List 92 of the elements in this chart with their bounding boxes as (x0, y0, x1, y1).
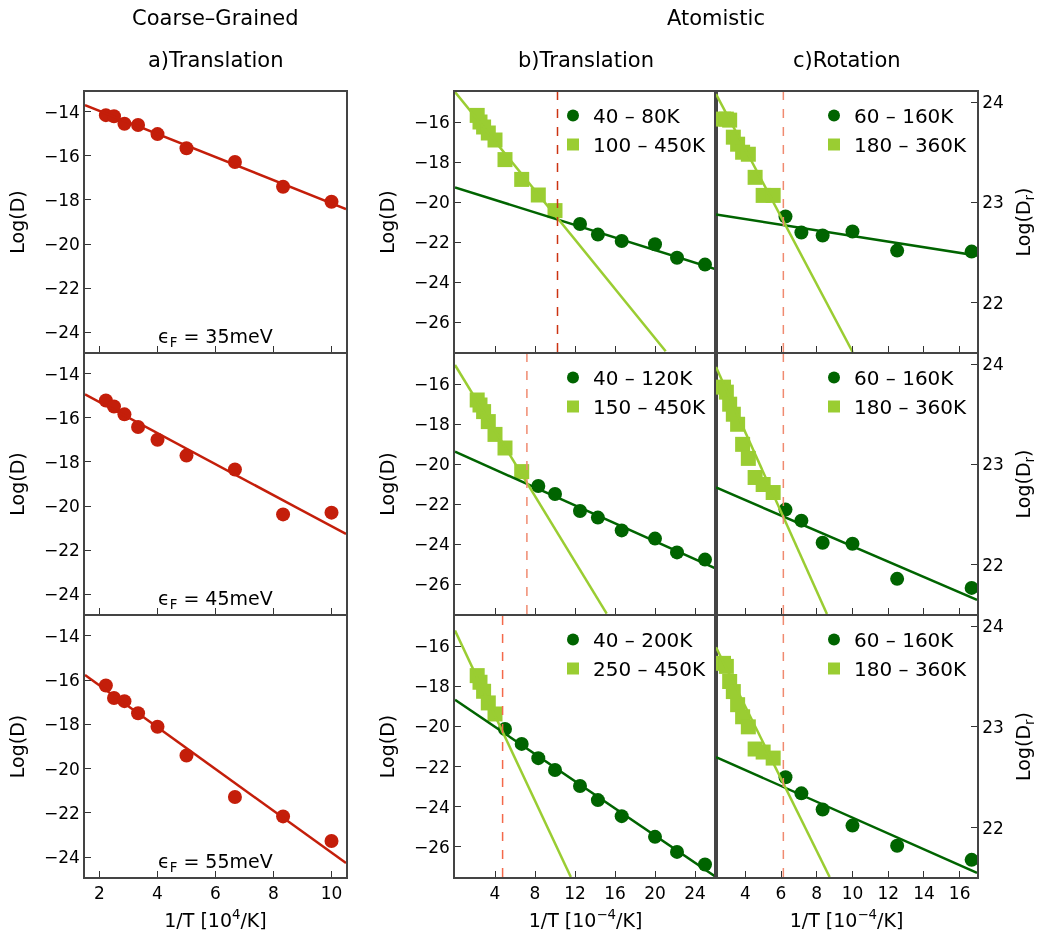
y-tick-label: −20 (43, 495, 80, 516)
y-axis-title: Log(D) (6, 190, 29, 254)
y2-tick-label: 22 (982, 292, 1004, 313)
x-tick-label: 8 (529, 883, 541, 904)
y-tick-label: −20 (413, 716, 450, 737)
y-tick-label: −18 (43, 714, 80, 735)
x-tick-label: 10 (320, 883, 343, 904)
x-tick-label: 2 (94, 883, 105, 904)
y-tick-label: −22 (413, 756, 450, 777)
x-tick-label: 12 (877, 883, 900, 904)
legend-label: 180 – 360K (854, 395, 968, 420)
legend-label: 250 – 450K (593, 657, 707, 682)
x-axis-title: 1/T [10$^{−4}$/K] (528, 907, 643, 932)
legend-label: 40 – 200K (593, 628, 694, 653)
y-tick-label: −20 (413, 453, 450, 474)
y-tick-label: −24 (43, 847, 80, 868)
legend-label: 180 – 360K (854, 133, 968, 158)
y-tick-label: −18 (413, 151, 450, 172)
y2-tick-label: 22 (982, 817, 1004, 838)
y-tick-label: −26 (413, 311, 450, 332)
annotation: ϵ$_{F}$ = 55meV (158, 850, 273, 875)
y-tick-label: −24 (413, 271, 450, 292)
y-tick-label: −16 (43, 407, 80, 428)
y-tick-label: −16 (43, 145, 80, 166)
y-axis-title: Log(D) (376, 190, 399, 254)
legend-label: 180 – 360K (854, 657, 968, 682)
x-axis-title: 1/T [10$^{−4}$/K] (789, 907, 904, 932)
x-tick-label: 8 (811, 883, 823, 904)
chart-subtitle: b)Translation (518, 48, 654, 72)
y2-tick-label: 23 (982, 716, 1004, 737)
annotation: ϵ$_{F}$ = 35meV (158, 325, 273, 350)
y-tick-label: −26 (413, 836, 450, 857)
y-tick-label: −24 (413, 533, 450, 554)
chart-title: Coarse–Grained (132, 6, 299, 30)
y-tick-label: −18 (43, 189, 80, 210)
y-tick-label: −20 (43, 233, 80, 254)
x-tick-label: 24 (684, 883, 706, 904)
chart-subtitle: c)Rotation (793, 48, 901, 72)
y-tick-label: −18 (43, 451, 80, 472)
y2-tick-label: 23 (982, 454, 1004, 475)
y-tick-label: −24 (43, 322, 80, 343)
x-tick-label: 16 (948, 883, 971, 904)
legend-label: 60 – 160K (854, 366, 955, 391)
x-tick-label: 16 (604, 883, 626, 904)
x-tick-label: 14 (913, 883, 935, 904)
y-tick-label: −18 (413, 413, 450, 434)
y-tick-label: −16 (413, 111, 450, 132)
legend-label: 60 – 160K (854, 104, 955, 129)
chart-title: Atomistic (667, 6, 765, 30)
y-tick-label: −22 (413, 493, 450, 514)
y2-tick-label: 24 (982, 616, 1004, 637)
y2-tick-label: 24 (982, 353, 1004, 374)
y-tick-label: −14 (43, 625, 80, 646)
legend-label: 40 – 80K (593, 104, 681, 129)
y-tick-label: −18 (413, 676, 450, 697)
x-tick-label: 4 (489, 883, 501, 904)
y-tick-label: −26 (413, 573, 450, 594)
y2-tick-label: 22 (982, 554, 1004, 575)
y-axis-title: Log(D) (6, 452, 29, 516)
y-tick-label: −24 (413, 796, 450, 817)
x-tick-label: 4 (152, 883, 163, 904)
y-tick-label: −16 (413, 373, 450, 394)
x-tick-label: 8 (268, 883, 279, 904)
y-tick-label: −20 (43, 758, 80, 779)
y-tick-label: −20 (413, 191, 450, 212)
y-tick-label: −22 (413, 231, 450, 252)
y-tick-label: −24 (43, 584, 80, 605)
chart-subtitle: a)Translation (148, 48, 284, 72)
y-tick-label: −22 (43, 540, 80, 561)
legend-label: 60 – 160K (854, 628, 955, 653)
y2-tick-label: 23 (982, 192, 1004, 213)
legend-label: 100 – 450K (593, 133, 707, 158)
x-tick-label: 10 (841, 883, 864, 904)
x-tick-label: 6 (210, 883, 221, 904)
y-axis-title: Log(D) (376, 452, 399, 516)
y-tick-label: −14 (43, 363, 80, 384)
y-tick-label: −14 (43, 101, 80, 122)
x-tick-label: 12 (564, 883, 586, 904)
y-tick-label: −16 (43, 670, 80, 691)
x-tick-label: 20 (644, 883, 666, 904)
annotation: ϵ$_{F}$ = 45meV (158, 587, 273, 612)
x-tick-label: 6 (775, 883, 787, 904)
y-axis-title: Log(D) (6, 714, 29, 779)
y-tick-label: −16 (413, 636, 450, 657)
y-tick-label: −22 (43, 802, 80, 823)
y-tick-label: −22 (43, 278, 80, 299)
legend-label: 40 – 120K (593, 366, 694, 391)
y-axis-title: Log(D) (376, 714, 399, 779)
x-axis-title: 1/T [10$^{4}$/K] (164, 907, 267, 932)
x-tick-label: 4 (739, 883, 751, 904)
y2-tick-label: 24 (982, 91, 1004, 112)
legend-label: 150 – 450K (593, 395, 707, 420)
